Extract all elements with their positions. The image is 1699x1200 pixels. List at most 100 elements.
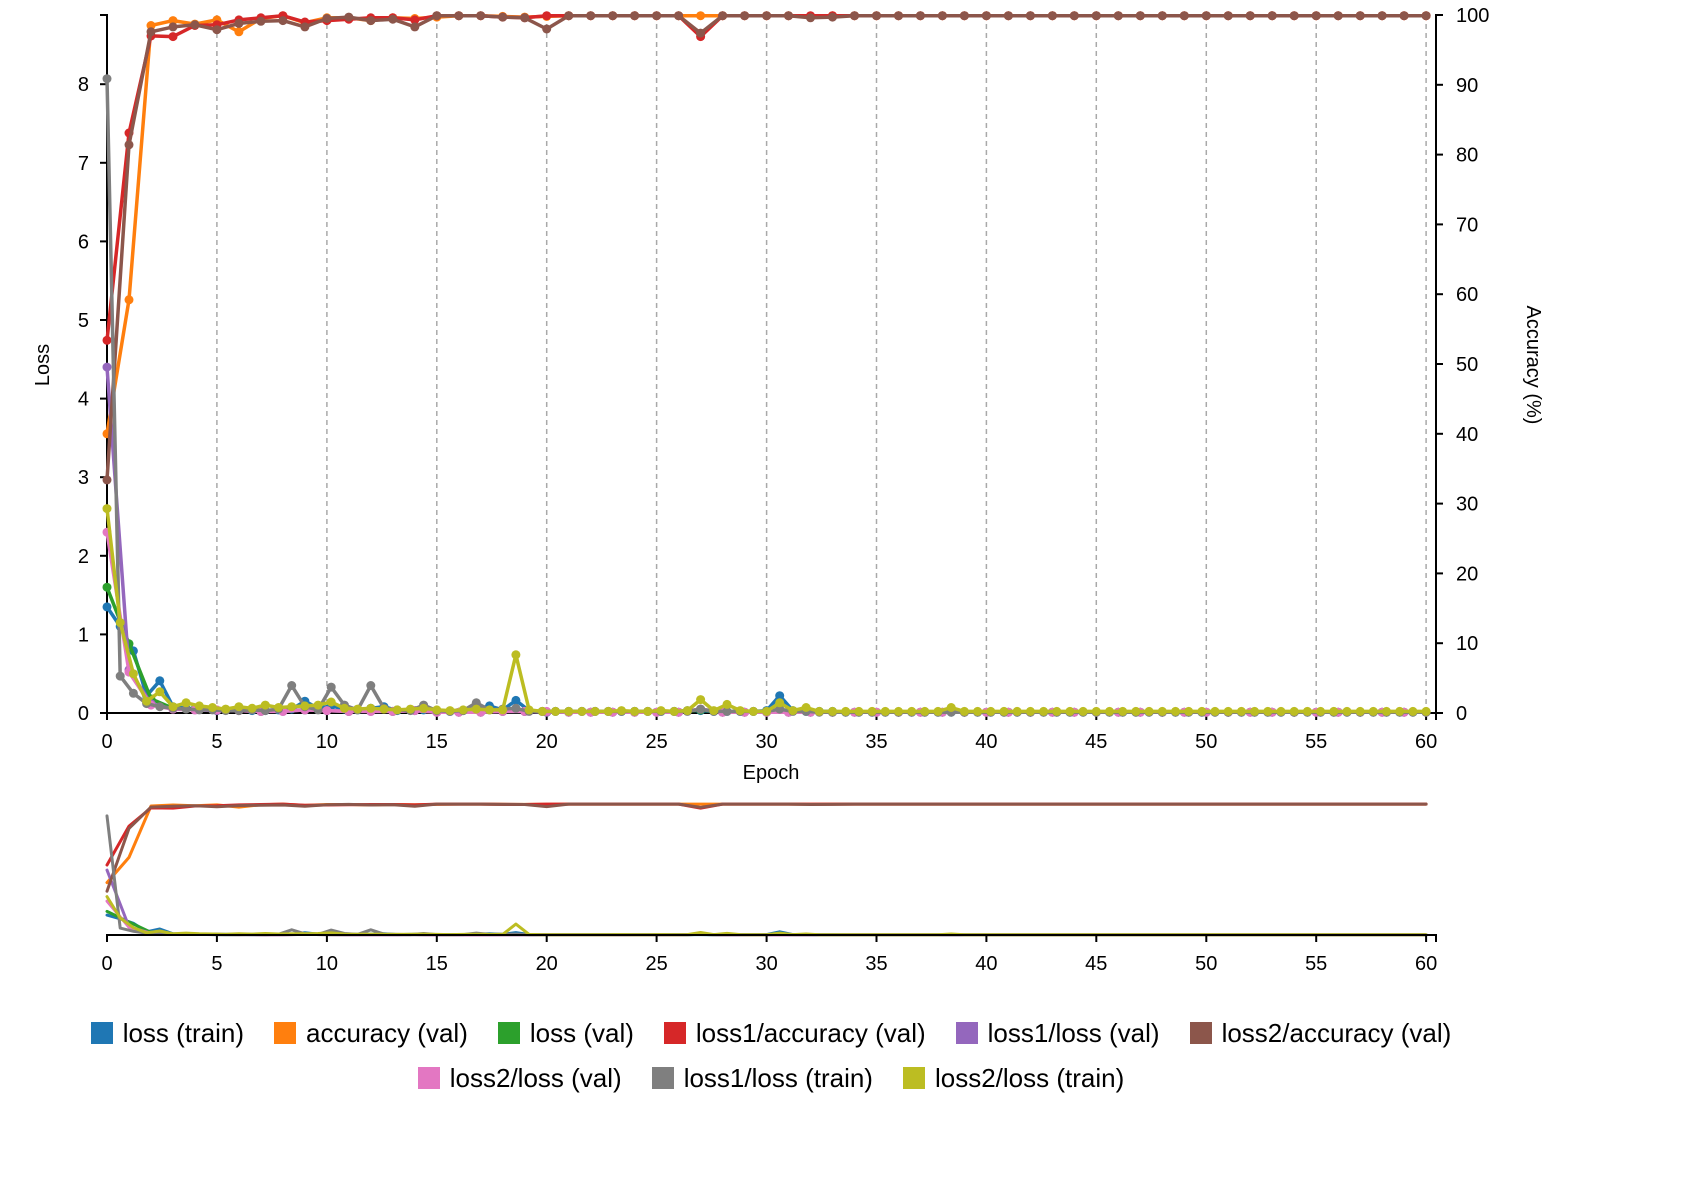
right-axis-tick-label: 10 <box>1456 633 1478 655</box>
series-layer <box>102 11 1431 717</box>
data-point <box>551 706 560 716</box>
data-point <box>274 703 283 712</box>
data-point <box>1267 11 1277 21</box>
data-point <box>643 706 653 716</box>
legend-label: loss1/accuracy (val) <box>695 1017 926 1048</box>
data-point <box>410 15 420 25</box>
data-point <box>1201 11 1211 21</box>
data-point <box>1399 11 1409 21</box>
data-point <box>696 704 706 714</box>
data-point <box>656 706 666 716</box>
data-point <box>542 11 552 21</box>
data-point <box>234 702 244 712</box>
data-point <box>850 11 859 21</box>
overview-x-axis: 0 5 10 15 20 25 30 35 40 45 50 55 60 <box>101 934 1437 975</box>
data-point <box>542 24 552 34</box>
data-point <box>1157 11 1167 21</box>
data-point <box>1421 11 1431 21</box>
overview-axis-tick-label: 35 <box>865 953 887 975</box>
data-point <box>1395 706 1405 716</box>
data-point <box>498 12 508 22</box>
overview-axis-tick-label: 10 <box>316 953 338 975</box>
x-axis-tick-label: 0 <box>101 731 112 753</box>
right-axis-tick-label: 90 <box>1456 75 1478 97</box>
overview-chart[interactable] <box>105 802 1428 937</box>
legend-label: loss1/loss (val) <box>987 1017 1160 1048</box>
data-point <box>999 706 1009 716</box>
data-point <box>1342 706 1352 716</box>
left-axis-tick-label: 1 <box>78 624 89 646</box>
overview-axis-tick-label: 25 <box>645 953 667 975</box>
data-point <box>1012 706 1022 716</box>
legend-item-loss2-accuracy-val[interactable]: loss2/accuracy (val) <box>1189 1017 1451 1049</box>
series-loss2-accuracy-val <box>102 11 1431 485</box>
legend-label: loss (val) <box>529 1017 634 1048</box>
data-point <box>1144 706 1154 716</box>
data-point <box>617 706 626 716</box>
data-point <box>1289 11 1299 21</box>
data-point <box>652 11 662 21</box>
overview-axis-tick-label: 15 <box>426 953 448 975</box>
series-line <box>105 13 1428 482</box>
data-point <box>1382 706 1391 716</box>
data-point <box>1131 706 1141 716</box>
data-point <box>485 705 494 715</box>
legend-label: loss (train) <box>122 1017 245 1048</box>
data-point <box>102 335 112 345</box>
data-point <box>775 698 785 708</box>
data-point <box>124 295 134 305</box>
data-point <box>959 706 969 716</box>
data-point <box>379 704 389 714</box>
data-point <box>128 688 138 698</box>
data-point <box>577 706 587 716</box>
legend-item-loss1-accuracy-val[interactable]: loss1/accuracy (val) <box>663 1017 926 1049</box>
data-point <box>190 20 200 30</box>
right-axis-tick-label: 50 <box>1456 354 1478 376</box>
data-point <box>498 705 508 715</box>
data-point <box>1302 706 1312 716</box>
data-point <box>124 140 134 150</box>
series-loss2-loss-train <box>102 504 1431 716</box>
legend-swatch <box>902 1067 925 1089</box>
data-point <box>1069 11 1079 21</box>
right-axis-tick-label: 80 <box>1456 145 1478 167</box>
left-axis-tick-label: 2 <box>78 546 89 568</box>
data-point <box>762 706 772 716</box>
legend-item-loss1-loss-val[interactable]: loss1/loss (val) <box>955 1017 1160 1049</box>
data-point <box>322 14 332 23</box>
overview-line-accuracy-val <box>105 802 1428 885</box>
right-axis-tick-label: 100 <box>1456 5 1489 27</box>
data-point <box>524 705 534 715</box>
data-point <box>986 706 996 716</box>
data-point <box>458 705 468 715</box>
data-point <box>1355 706 1365 716</box>
x-axis-tick-label: 15 <box>426 731 448 753</box>
legend-item-loss2-loss-val[interactable]: loss2/loss (val) <box>417 1062 622 1094</box>
data-point <box>1377 11 1387 21</box>
data-point <box>537 706 547 716</box>
overview-line-loss1-accuracy-val <box>105 802 1428 867</box>
data-point <box>353 704 363 714</box>
data-point <box>854 706 864 716</box>
data-point <box>115 671 125 681</box>
legend-item-loss-val[interactable]: loss (val) <box>497 1017 634 1049</box>
data-point <box>366 681 376 690</box>
data-point <box>709 706 719 716</box>
legend-item-loss1-loss-train[interactable]: loss1/loss (train) <box>651 1062 873 1094</box>
legend-swatch <box>955 1022 978 1044</box>
x-axis-tick-label: 55 <box>1305 731 1327 753</box>
data-point <box>722 699 732 709</box>
data-point <box>326 682 336 692</box>
right-axis-tick-label: 20 <box>1456 563 1478 585</box>
data-point <box>1333 11 1343 21</box>
legend-item-accuracy-val[interactable]: accuracy (val) <box>274 1017 468 1049</box>
overview-axis-tick-label: 5 <box>211 953 222 975</box>
data-point <box>814 706 824 716</box>
data-point <box>915 11 925 21</box>
data-point <box>696 11 706 21</box>
data-point <box>366 16 376 26</box>
legend-item-loss-train[interactable]: loss (train) <box>90 1017 245 1049</box>
legend-item-loss2-loss-train[interactable]: loss2/loss (train) <box>902 1062 1124 1094</box>
data-point <box>234 18 244 28</box>
data-point <box>748 706 758 716</box>
